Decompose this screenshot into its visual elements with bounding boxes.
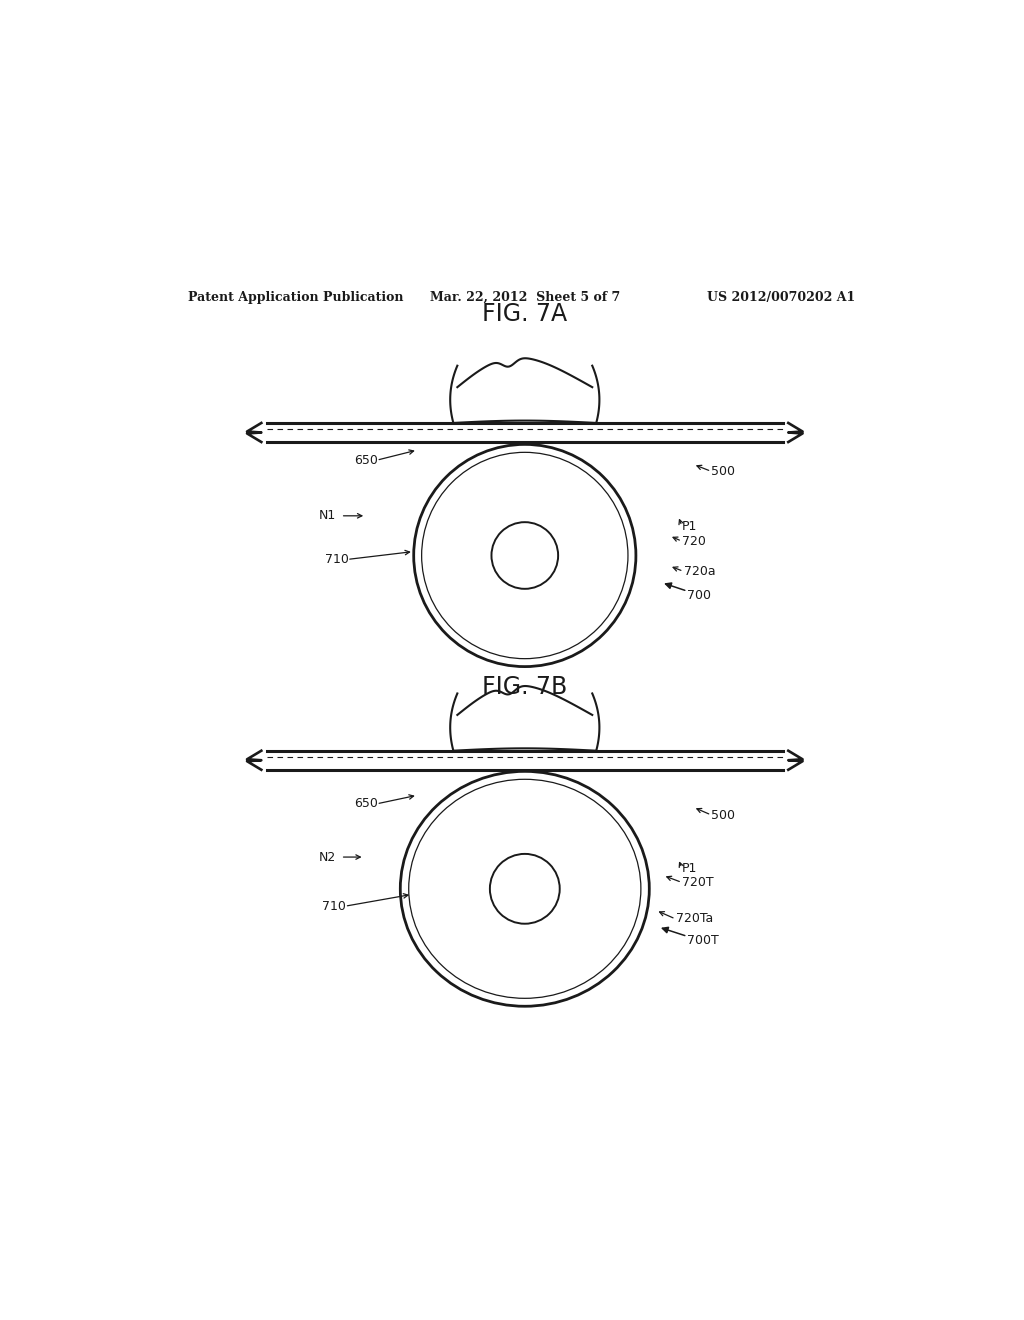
Text: 500: 500 bbox=[712, 809, 735, 821]
Text: 720T: 720T bbox=[682, 876, 714, 888]
Text: 720: 720 bbox=[682, 535, 706, 548]
Text: Patent Application Publication: Patent Application Publication bbox=[187, 292, 403, 304]
Text: N1: N1 bbox=[318, 510, 336, 523]
Text: 650: 650 bbox=[354, 797, 378, 810]
Text: P1: P1 bbox=[682, 862, 697, 875]
Text: Mar. 22, 2012  Sheet 5 of 7: Mar. 22, 2012 Sheet 5 of 7 bbox=[430, 292, 620, 304]
Text: 720a: 720a bbox=[684, 565, 715, 578]
Text: 720Ta: 720Ta bbox=[676, 912, 713, 925]
Text: N2: N2 bbox=[318, 850, 336, 863]
Text: 500: 500 bbox=[712, 465, 735, 478]
Text: FIG. 7A: FIG. 7A bbox=[482, 301, 567, 326]
Text: FIG. 7B: FIG. 7B bbox=[482, 675, 567, 698]
Text: 710: 710 bbox=[325, 553, 349, 566]
Text: 650: 650 bbox=[354, 454, 378, 467]
Text: 710: 710 bbox=[323, 900, 346, 912]
Text: 700: 700 bbox=[687, 589, 712, 602]
Text: US 2012/0070202 A1: US 2012/0070202 A1 bbox=[708, 292, 856, 304]
Text: 700T: 700T bbox=[687, 933, 719, 946]
Text: P1: P1 bbox=[682, 520, 697, 533]
